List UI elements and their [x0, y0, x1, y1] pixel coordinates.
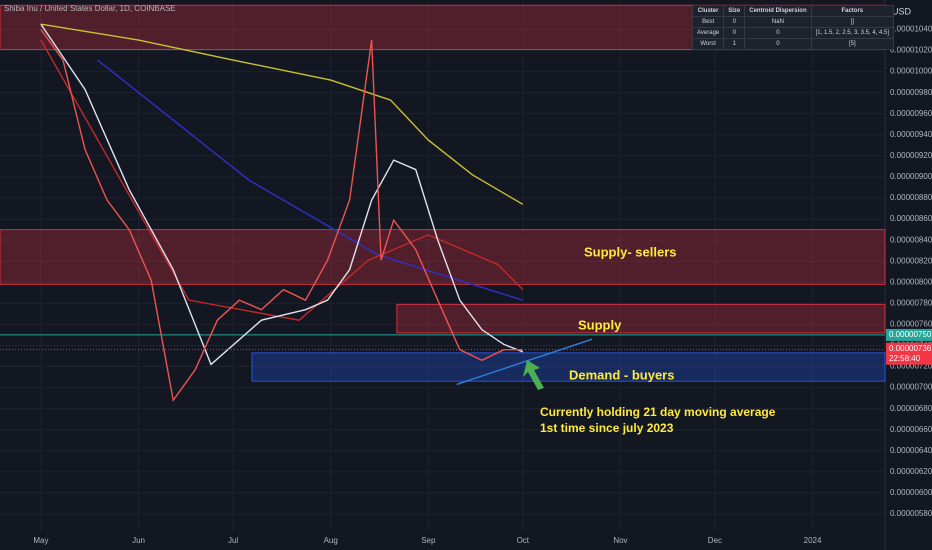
y-tick-label: 0.00000960	[890, 109, 932, 118]
y-tick-label: 0.00000820	[890, 256, 932, 265]
zone	[396, 303, 886, 334]
series-line	[456, 338, 593, 386]
table-cell: Best	[691, 16, 725, 28]
table-cell: Factors	[810, 5, 895, 17]
table-cell: []	[810, 16, 895, 28]
price-tag-bg	[886, 328, 932, 341]
table-cell: 0	[723, 16, 746, 28]
table-cell: Cluster	[691, 5, 725, 17]
annotation: Supply	[578, 317, 622, 332]
series-line	[40, 23, 524, 205]
x-tick-label: Jul	[228, 536, 238, 545]
y-tick-label: 0.00001040	[890, 25, 932, 34]
x-tick-label: May	[33, 536, 48, 545]
y-tick-label: 0.00000680	[890, 404, 932, 413]
x-tick-label: Aug	[324, 536, 338, 545]
table-cell: [5]	[810, 38, 895, 50]
table-row: Cluster Size Centroid Dispersion Factors	[691, 5, 895, 17]
annotation: Demand - buyers	[569, 367, 674, 382]
x-tick-label: Oct	[517, 536, 530, 545]
y-axis-label: USD	[892, 6, 912, 16]
countdown: 22:58:40	[889, 354, 921, 363]
y-tick-label: 0.00000840	[890, 235, 932, 244]
y-tick-label: 0.00000980	[890, 88, 932, 97]
y-tick-label: 0.00000780	[890, 298, 932, 307]
series-line	[40, 23, 524, 366]
y-tick-label: 0.00000760	[890, 320, 932, 329]
y-tick-label: 0.00000600	[890, 488, 932, 497]
stats-table: Cluster Size Centroid Dispersion Factors Bes…	[691, 5, 895, 50]
plot-area	[0, 0, 885, 530]
table-cell: Size	[723, 5, 746, 17]
price-tag-bg	[886, 342, 932, 365]
table-cell: Worst	[691, 38, 725, 50]
annotation: Currently holding 21 day moving average	[540, 405, 776, 419]
x-tick-label: Sep	[421, 536, 436, 545]
y-tick-label: 0.00000800	[890, 277, 932, 286]
y-tick-label: 0.00000720	[890, 362, 932, 371]
table-cell: 0	[744, 27, 812, 39]
annotation: Supply- sellers	[584, 244, 676, 259]
x-tick-label: Jun	[132, 536, 145, 545]
table-cell: Average	[691, 27, 725, 39]
y-tick-label: 0.00000860	[890, 214, 932, 223]
x-tick-label: Dec	[708, 536, 722, 545]
y-tick-label: 0.00001000	[890, 67, 932, 76]
table-cell: Centroid Dispersion	[744, 5, 812, 17]
y-tick-label: 0.00000620	[890, 467, 932, 476]
y-tick-label: 0.00000880	[890, 193, 932, 202]
y-tick-label: 0.00000640	[890, 446, 932, 455]
table-cell: [1, 1.5, 2, 2.5, 3, 3.5, 4, 4.5]	[810, 27, 895, 39]
table-cell: 0	[723, 27, 746, 39]
table-cell: 0	[744, 38, 812, 50]
annotation: 1st time since july 2023	[540, 421, 674, 435]
y-tick-label: 0.00000920	[890, 151, 932, 160]
table-row: Average 0 0 [1, 1.5, 2, 2.5, 3, 3.5, 4, 4.5…	[691, 27, 895, 39]
series-line	[97, 59, 524, 301]
price-tag: 0.00000750	[889, 330, 932, 339]
y-tick-label: 0.00000700	[890, 383, 932, 392]
y-tick-label: 0.00000660	[890, 425, 932, 434]
chart-title: Shiba Inu / United States Dollar, 1D, CO…	[4, 4, 176, 13]
table-row: Best 0 NaN[]	[691, 16, 895, 28]
zone	[251, 352, 886, 382]
x-tick-label: 2024	[804, 536, 822, 545]
arrow	[523, 360, 544, 390]
y-tick-label: 0.00000940	[890, 130, 932, 139]
series-line	[40, 39, 524, 321]
y-tick-label: 0.00000580	[890, 509, 932, 518]
price-tag: 0.00000736	[889, 344, 932, 353]
table-row: Worst 1 0 [5]	[691, 38, 895, 50]
y-tick-label: 0.00000900	[890, 172, 932, 181]
table-cell: NaN	[744, 16, 812, 28]
table-cell: 1	[723, 38, 746, 50]
series-line	[40, 29, 523, 402]
y-tick-label: 0.00001020	[890, 46, 932, 55]
x-tick-label: Nov	[613, 536, 627, 545]
